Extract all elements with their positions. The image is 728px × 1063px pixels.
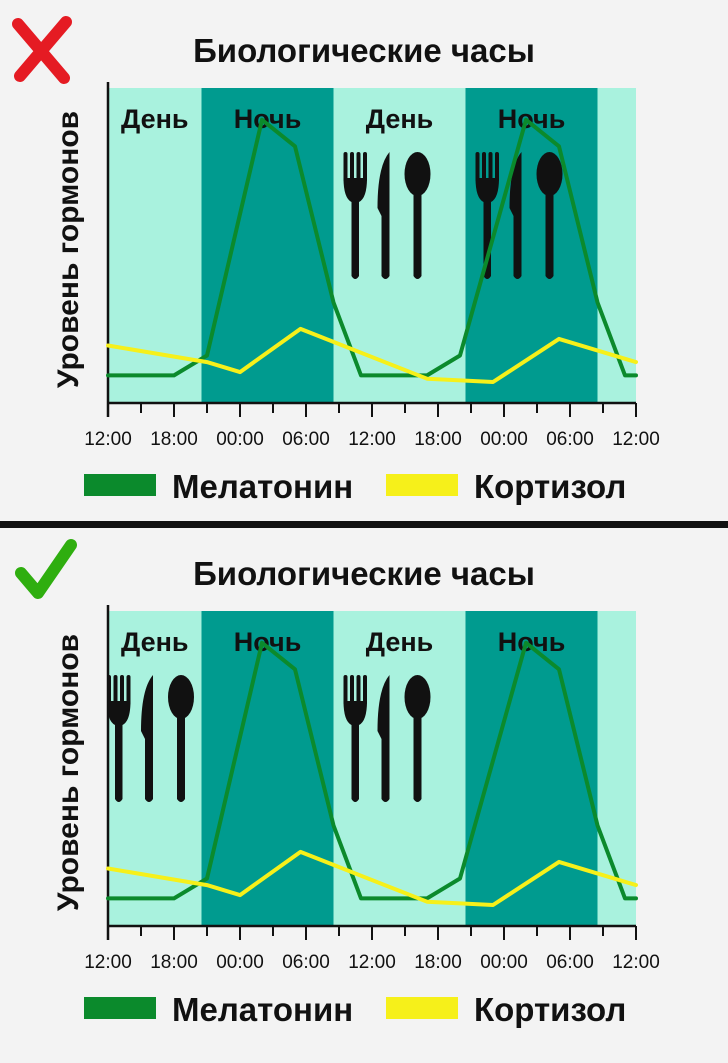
fork-tine	[126, 675, 131, 706]
legend-swatch	[84, 997, 156, 1019]
x-tick-label: 18:00	[414, 952, 462, 973]
fork-handle	[107, 701, 131, 803]
spoon-handle	[177, 713, 185, 803]
legend-swatch	[386, 997, 458, 1019]
fork-tine	[350, 675, 354, 706]
spoon-handle	[413, 713, 422, 803]
x-tick-label: 18:00	[150, 952, 198, 973]
x-tick-label: 00:00	[480, 952, 528, 973]
x-tick-label: 06:00	[546, 429, 594, 450]
fork-tine	[488, 152, 493, 183]
fork-tine	[107, 675, 111, 706]
chart-panel-1: Биологические часы День Ночь День Ночь Уровен…	[12, 16, 660, 505]
fork-tine	[363, 152, 367, 183]
spoon-bowl	[536, 152, 563, 197]
x-tick-label: 12:00	[84, 429, 132, 450]
chart-title: Биологические часы	[193, 555, 535, 592]
fork-tine	[495, 152, 499, 183]
knife-blade	[509, 152, 522, 280]
x-tick-label: 18:00	[414, 429, 462, 450]
x-tick-label: 12:00	[612, 429, 660, 450]
legend-label: Кортизол	[474, 991, 626, 1028]
cortisol-line	[106, 849, 638, 907]
x-tick-label: 12:00	[348, 952, 396, 973]
chart-panel-2: Биологические часы День Ночь День Ночь Уровен…	[15, 539, 660, 1028]
fork-tine	[343, 675, 348, 706]
x-tick-label: 00:00	[216, 952, 264, 973]
fork-tine	[356, 675, 361, 706]
fork-tine	[363, 675, 367, 706]
fork-handle	[475, 178, 499, 280]
melatonin-line	[106, 117, 638, 378]
x-tick-label: 12:00	[348, 429, 396, 450]
fork-tine	[113, 675, 118, 706]
x-tick-label: 00:00	[216, 429, 264, 450]
fork-handle	[343, 178, 367, 280]
spoon-handle	[413, 190, 422, 280]
y-axis-label: Уровень гормонов	[52, 111, 85, 388]
band-label: День	[366, 627, 434, 657]
fork-tine	[482, 152, 486, 183]
band-label: Ночь	[234, 627, 302, 657]
check-icon	[15, 539, 77, 599]
night-band	[465, 611, 598, 926]
band-label: День	[121, 627, 189, 657]
cutlery-icon	[475, 152, 563, 280]
legend-label: Мелатонин	[172, 468, 353, 505]
legend-swatch	[386, 474, 458, 496]
y-axis-label: Уровень гормонов	[52, 634, 85, 911]
knife-blade	[377, 675, 390, 803]
fork-tine	[120, 675, 124, 706]
x-tick-label: 12:00	[84, 952, 132, 973]
x-tick-label: 18:00	[150, 429, 198, 450]
fork-tine	[356, 152, 361, 183]
fork-handle	[343, 701, 367, 803]
x-tick-label: 00:00	[480, 429, 528, 450]
melatonin-line	[106, 640, 638, 901]
band-label: Ночь	[498, 104, 566, 134]
band-label: Ночь	[234, 104, 302, 134]
knife-blade	[141, 675, 153, 803]
band-label: Ночь	[498, 627, 566, 657]
spoon-handle	[545, 190, 554, 280]
x-tick-label: 12:00	[612, 952, 660, 973]
legend-label: Мелатонин	[172, 991, 353, 1028]
x-tick-label: 06:00	[282, 429, 330, 450]
cutlery-icon	[343, 152, 431, 280]
chart-title: Биологические часы	[193, 32, 535, 69]
knife-blade	[377, 152, 390, 280]
legend-swatch	[84, 474, 156, 496]
x-tick-label: 06:00	[546, 952, 594, 973]
cortisol-line	[106, 326, 638, 384]
spoon-bowl	[404, 675, 431, 720]
day-band	[108, 88, 202, 403]
band-label: День	[366, 104, 434, 134]
day-band	[108, 611, 202, 926]
cutlery-icon	[107, 675, 194, 803]
band-label: День	[121, 104, 189, 134]
x-tick-label: 06:00	[282, 952, 330, 973]
spoon-bowl	[404, 152, 431, 197]
cross-icon	[12, 16, 72, 84]
fork-tine	[343, 152, 348, 183]
panel-divider	[0, 521, 728, 528]
night-band	[201, 611, 334, 926]
fork-tine	[475, 152, 480, 183]
night-band	[201, 88, 334, 403]
fork-tine	[350, 152, 354, 183]
spoon-bowl	[168, 675, 194, 720]
cutlery-icon	[343, 675, 431, 803]
legend-label: Кортизол	[474, 468, 626, 505]
